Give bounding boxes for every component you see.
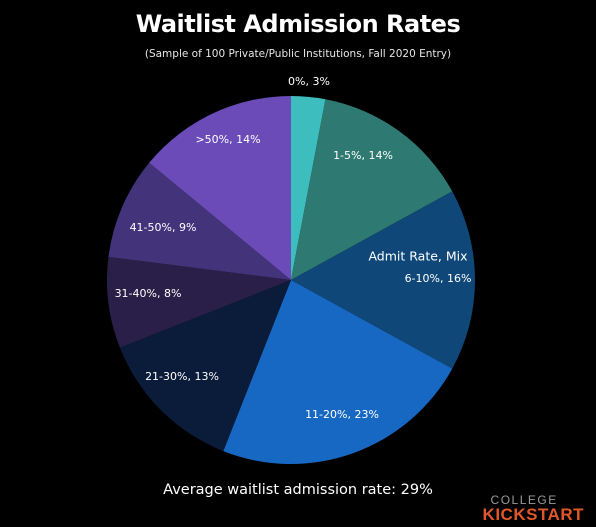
- logo-text-kickstart: KICKSTART: [482, 505, 584, 524]
- slice-label: 31-40%, 8%: [115, 287, 182, 300]
- chart-subtitle: (Sample of 100 Private/Public Institutio…: [144, 48, 452, 60]
- chart-title: Waitlist Admission Rates: [135, 10, 461, 38]
- pie-slice: [291, 96, 326, 280]
- slice-label: 41-50%, 9%: [130, 221, 197, 234]
- pie-slice: [108, 162, 291, 280]
- average-rate-note: Average waitlist admission rate: 29%: [163, 482, 433, 498]
- pie-slice: [291, 191, 475, 369]
- slice-label: 21-30%, 13%: [145, 370, 219, 383]
- legend-title: Admit Rate, Mix: [368, 249, 467, 264]
- pie-slice: [149, 96, 291, 280]
- slice-label: >50%, 14%: [195, 133, 260, 146]
- pie-slice: [291, 99, 453, 280]
- slice-label: 11-20%, 23%: [305, 408, 379, 421]
- pie-slice: [223, 280, 453, 465]
- pie-slice: [119, 280, 291, 452]
- logo-text-college: COLLEGE: [490, 493, 558, 507]
- slice-label: 1-5%, 14%: [333, 149, 393, 162]
- college-kickstart-logo: COLLEGE KICKSTART: [483, 494, 584, 523]
- slice-label: 6-10%, 16%: [405, 272, 472, 285]
- pie-slice: [107, 256, 291, 348]
- slice-label: 0%, 3%: [288, 75, 330, 88]
